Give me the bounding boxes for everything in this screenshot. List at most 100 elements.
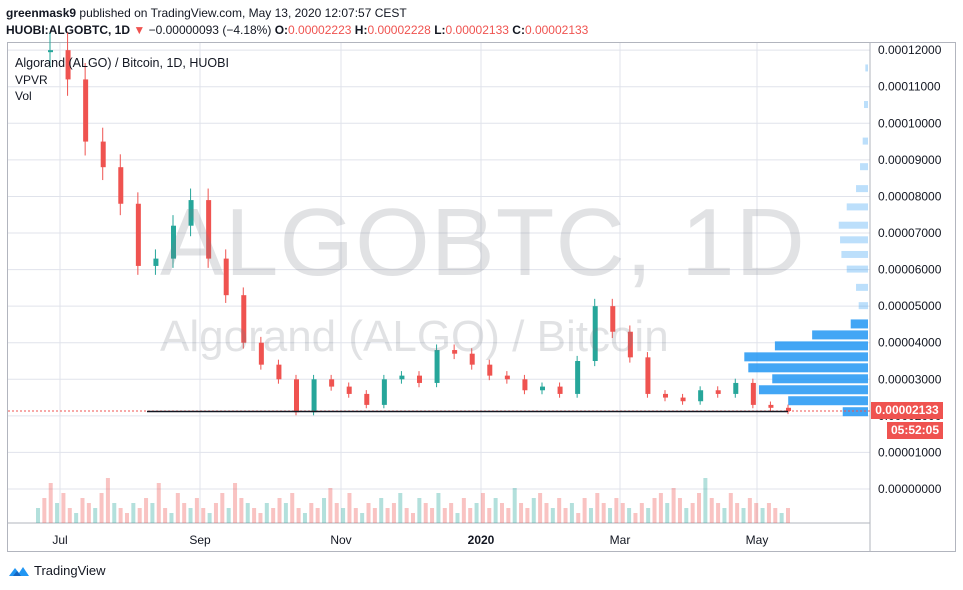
candle-body <box>768 404 774 408</box>
volume-bar <box>264 503 269 523</box>
x-tick-label: Mar <box>610 533 631 547</box>
volume-bar <box>182 503 187 523</box>
vpvr-bar <box>858 302 868 310</box>
volume-bar <box>80 498 85 523</box>
volume-bar <box>468 508 473 523</box>
volume-bar <box>525 508 530 523</box>
volume-bar <box>137 508 142 523</box>
series-title[interactable]: Algorand (ALGO) / Bitcoin, 1D, HUOBI <box>15 56 229 70</box>
candle-body <box>276 364 282 380</box>
volume-bar <box>519 503 524 523</box>
volume-bar <box>652 498 657 523</box>
volume-bar <box>188 508 193 523</box>
candle-body <box>223 258 229 296</box>
candle-body <box>65 50 71 80</box>
volume-bar <box>449 503 454 523</box>
volume-bar <box>697 493 702 523</box>
vpvr-bar <box>856 185 868 193</box>
candle-body <box>346 386 352 394</box>
vpvr-bar <box>812 330 868 340</box>
volume-bar <box>283 503 288 523</box>
candle-body <box>188 200 194 226</box>
volume-bar <box>347 493 352 523</box>
volume-bar <box>601 503 606 523</box>
volume-bar <box>245 503 250 523</box>
volume-bar <box>512 488 517 523</box>
volume-bar <box>639 503 644 523</box>
publisher-name[interactable]: greenmask9 <box>6 6 77 20</box>
candle-body <box>311 379 317 413</box>
y-tick-label: 0.00008000 <box>878 189 942 203</box>
volume-bar <box>582 498 587 523</box>
volume-bar <box>341 508 346 523</box>
last-price-tag: 0.00002133 <box>871 402 943 419</box>
vpvr-bar <box>842 407 868 417</box>
volume-bar <box>480 493 485 523</box>
volume-bar <box>760 508 765 523</box>
publish-text: published on TradingView.com, May 13, 20… <box>79 6 407 20</box>
candle-body <box>786 407 791 411</box>
close-label: C: <box>512 23 525 37</box>
volume-bar <box>379 498 384 523</box>
volume-bar <box>118 508 123 523</box>
volume-bar <box>550 508 555 523</box>
volume-bar <box>493 498 498 523</box>
bar-countdown-tag: 05:52:05 <box>887 422 943 439</box>
volume-indicator-label[interactable]: Vol <box>15 89 32 103</box>
volume-bar <box>353 508 358 523</box>
vpvr-bar <box>838 221 868 229</box>
volume-bar <box>372 508 377 523</box>
change-value: −0.00000093 (−4.18%) <box>148 23 272 37</box>
volume-bar <box>614 498 619 523</box>
volume-bar <box>455 513 460 523</box>
volume-bar <box>61 493 66 523</box>
volume-bar <box>690 503 695 523</box>
candle-body <box>294 379 299 413</box>
volume-bar <box>684 508 689 523</box>
candle-body <box>329 379 335 387</box>
vpvr-bar <box>850 319 868 329</box>
volume-bar <box>417 498 422 523</box>
open-value: 0.00002223 <box>288 23 352 37</box>
volume-bar <box>442 508 447 523</box>
volume-bar <box>226 508 231 523</box>
x-tick-label: Sep <box>189 533 211 547</box>
volume-bar <box>233 483 238 523</box>
y-tick-label: 0.00007000 <box>878 226 942 240</box>
vpvr-bar <box>862 137 868 145</box>
volume-bar <box>42 498 47 523</box>
close-value: 0.00002133 <box>524 23 589 37</box>
tradingview-brand[interactable]: TradingView <box>8 563 106 578</box>
candle-body <box>698 390 704 402</box>
volume-bar <box>175 493 180 523</box>
candle-body <box>452 350 458 354</box>
volume-bar <box>658 493 663 523</box>
volume-bar <box>766 503 771 523</box>
y-tick-label: 0.00003000 <box>878 372 942 386</box>
volume-bar <box>131 503 136 523</box>
candle-body <box>241 295 247 343</box>
volume-bar <box>627 508 632 523</box>
volume-bar <box>474 503 479 523</box>
vpvr-bar <box>860 163 868 171</box>
volume-bar <box>461 498 466 523</box>
volume-bar <box>194 498 199 523</box>
volume-bar <box>538 493 543 523</box>
volume-bar <box>436 493 441 523</box>
candle-body <box>663 393 668 398</box>
volume-bar <box>252 508 257 523</box>
volume-bar <box>576 513 581 523</box>
volume-bar <box>315 508 320 523</box>
volume-bar <box>207 513 212 523</box>
volume-bar <box>722 508 727 523</box>
volume-bar <box>506 508 511 523</box>
volume-bar <box>169 513 174 523</box>
low-label: L: <box>434 23 446 37</box>
volume-bar <box>430 508 435 523</box>
candle-body <box>83 79 89 142</box>
candle-body <box>434 350 440 383</box>
vpvr-bar <box>846 265 868 273</box>
candle-body <box>469 353 475 365</box>
vpvr-indicator-label[interactable]: VPVR <box>15 72 48 87</box>
